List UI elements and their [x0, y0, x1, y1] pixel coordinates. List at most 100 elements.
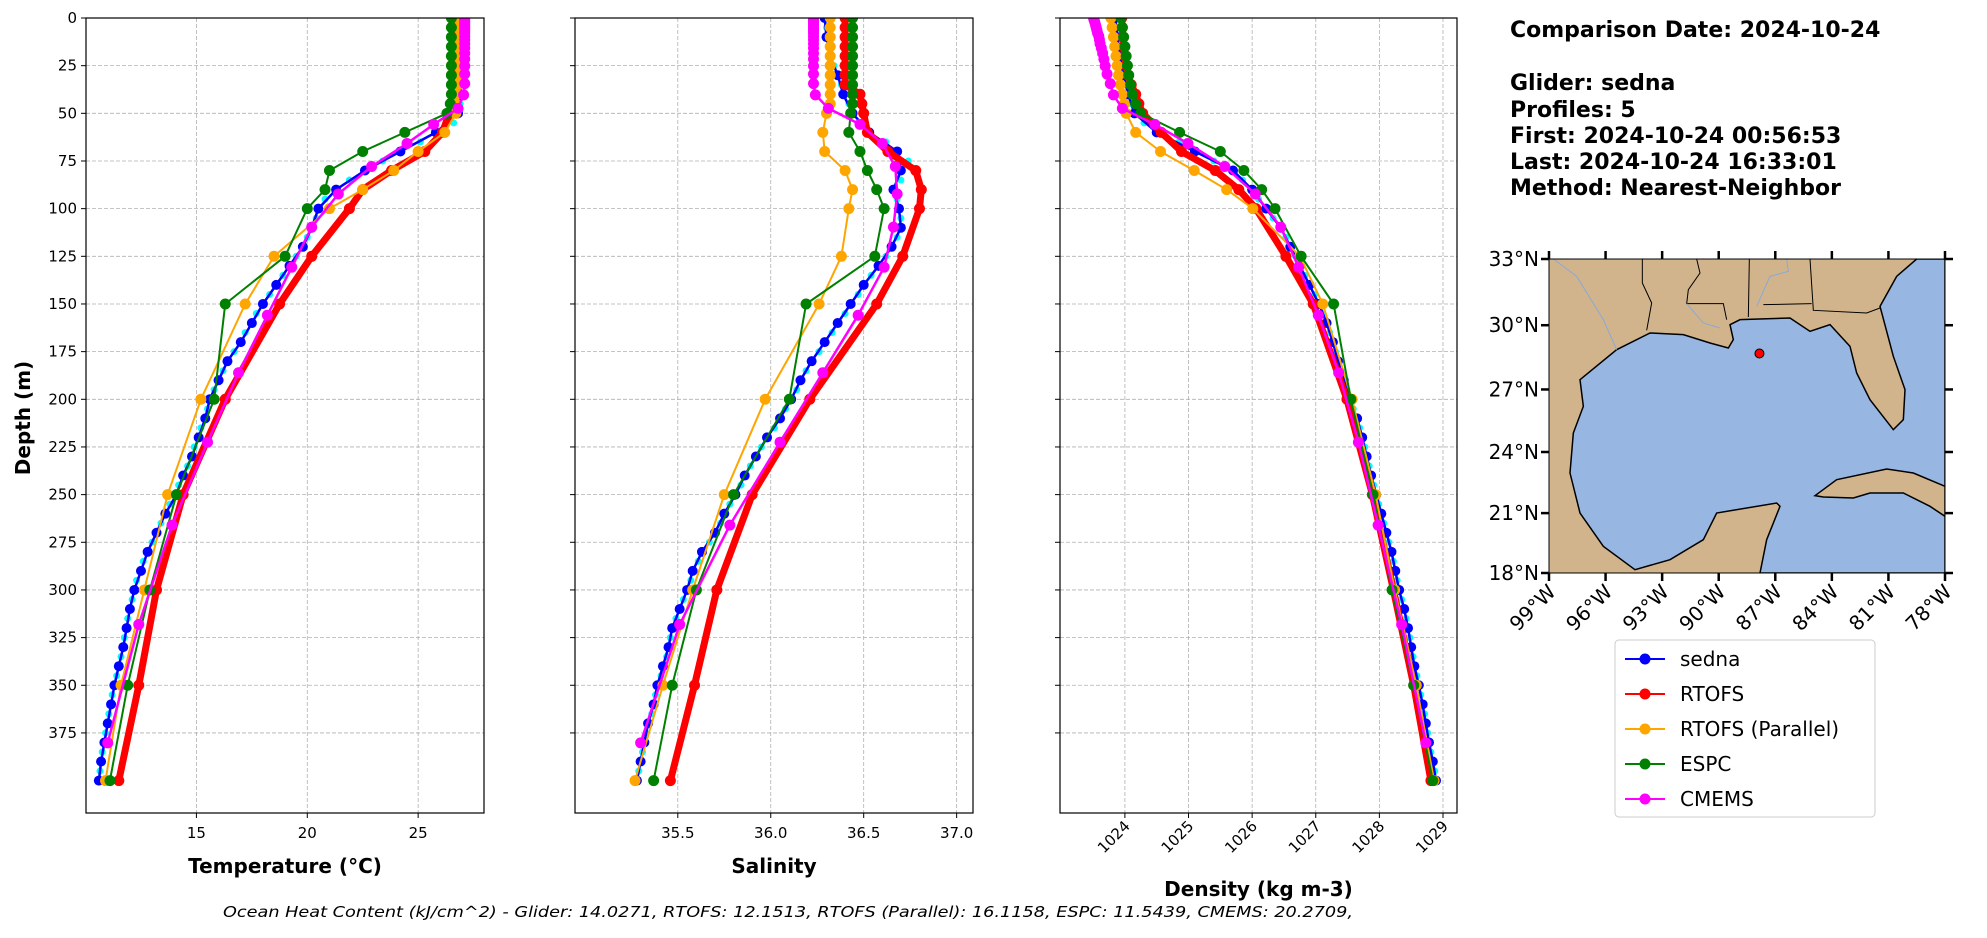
x-tick-label: 25 — [409, 824, 428, 842]
rtofs-point — [858, 107, 870, 119]
lat-tick-label: 27°N — [1489, 377, 1539, 401]
state-border — [1763, 304, 1811, 305]
state-border — [1687, 259, 1727, 320]
comparison-date: Comparison Date: 2024-10-24 — [1510, 18, 1880, 43]
rtofs-parallel-point — [839, 165, 851, 177]
rtofs-parallel-point — [1106, 22, 1118, 34]
espc-point — [843, 126, 855, 138]
espc-point — [1130, 98, 1142, 110]
y-tick-label: 0 — [67, 9, 77, 27]
rtofs-parallel-point — [1105, 18, 1117, 24]
legend-item: ESPC — [1625, 752, 1731, 776]
sedna-point — [222, 356, 233, 367]
cmems-point — [1312, 309, 1324, 321]
sedna-point — [121, 623, 132, 634]
series-espc — [648, 18, 890, 787]
series-espc — [1115, 18, 1439, 787]
espc-point — [1119, 41, 1131, 53]
cmems-point — [1352, 436, 1364, 448]
y-tick-label: 125 — [48, 247, 77, 265]
last-time: Last: 2024-10-24 16:33:01 — [1510, 150, 1837, 175]
x-tick-label: 1027 — [1285, 817, 1325, 857]
rtofs-parallel-point — [629, 775, 641, 787]
river — [1687, 304, 1720, 328]
sedna-point — [124, 604, 135, 615]
espc-point — [445, 88, 457, 100]
cmems-point — [889, 161, 901, 173]
density-axis-label: Density (kg m-3) — [1164, 877, 1353, 901]
rtofs-point — [306, 250, 318, 262]
rtofs-parallel-point — [1111, 60, 1123, 72]
rtofs-point — [343, 203, 355, 215]
espc-point — [878, 203, 890, 215]
cmems-point — [876, 137, 888, 149]
cmems-point — [1249, 188, 1261, 200]
first-time: First: 2024-10-24 00:56:53 — [1510, 124, 1841, 149]
cmems-point — [459, 78, 471, 90]
sedna-point — [845, 298, 856, 309]
map-frame — [1548, 258, 1946, 574]
rtofs-parallel-point — [824, 41, 836, 53]
rtofs-parallel-point — [824, 88, 836, 100]
lon-tick-label: 84°W — [1787, 579, 1843, 635]
temperature-axis-label: Temperature (°C) — [188, 854, 382, 878]
rtofs-point — [711, 584, 723, 596]
cmems-point — [458, 89, 470, 101]
rtofs-parallel-point — [824, 50, 836, 62]
series-cmems — [1088, 18, 1432, 749]
espc-point — [1123, 69, 1135, 81]
rtofs-point — [1176, 145, 1188, 157]
y-tick-label: 250 — [48, 486, 77, 504]
espc-point — [357, 145, 369, 157]
y-tick-label: 100 — [48, 200, 77, 218]
rtofs-point — [915, 184, 927, 196]
cmems-point — [1104, 78, 1116, 90]
cmems-point — [233, 367, 245, 379]
cmems-point — [674, 618, 686, 630]
rtofs-parallel-point — [162, 489, 174, 501]
espc-point — [847, 22, 859, 34]
rtofs-parallel-point — [843, 203, 855, 215]
espc-point — [399, 126, 411, 138]
espc-point — [1328, 298, 1340, 310]
espc-point — [648, 775, 660, 787]
lat-tick-label: 33°N — [1489, 247, 1539, 271]
rtofs-parallel-point — [1116, 88, 1128, 100]
state-border — [1810, 259, 1880, 313]
lon-tick-label: 99°W — [1505, 579, 1561, 635]
rtofs-parallel-point — [1113, 69, 1125, 81]
river — [1553, 259, 1616, 350]
rtofs-point — [913, 203, 925, 215]
series-group — [1088, 18, 1442, 787]
espc-point — [279, 250, 291, 262]
rtofs-point — [1233, 184, 1245, 196]
espc-point — [1269, 203, 1281, 215]
cmems-point — [1219, 161, 1231, 173]
espc-point — [1115, 18, 1127, 24]
espc-point — [104, 775, 116, 787]
map-canvas — [1549, 259, 1945, 573]
axes-frame — [574, 17, 974, 814]
rtofs-parallel-point — [1188, 165, 1200, 177]
espc-point — [122, 679, 134, 691]
cmems-point — [1420, 737, 1432, 749]
rtofs-parallel-point — [824, 60, 836, 72]
lon-tick-label: 81°W — [1844, 579, 1900, 635]
lat-tick-label: 18°N — [1489, 561, 1539, 585]
espc-point — [445, 69, 457, 81]
rtofs-point — [274, 298, 286, 310]
cmems-point — [428, 118, 440, 130]
rtofs-parallel-point — [1221, 184, 1233, 196]
rtofs-point — [133, 679, 145, 691]
cmems-point — [817, 367, 829, 379]
espc-point — [1295, 250, 1307, 262]
method: Method: Nearest-Neighbor — [1510, 176, 1841, 201]
y-tick-label: 25 — [58, 57, 77, 75]
rtofs-parallel-point — [412, 145, 424, 157]
espc-point — [445, 31, 457, 43]
espc-point — [445, 41, 457, 53]
rtofs-parallel-point — [824, 22, 836, 34]
axes-frame — [85, 17, 485, 814]
cmems-point — [166, 519, 178, 531]
